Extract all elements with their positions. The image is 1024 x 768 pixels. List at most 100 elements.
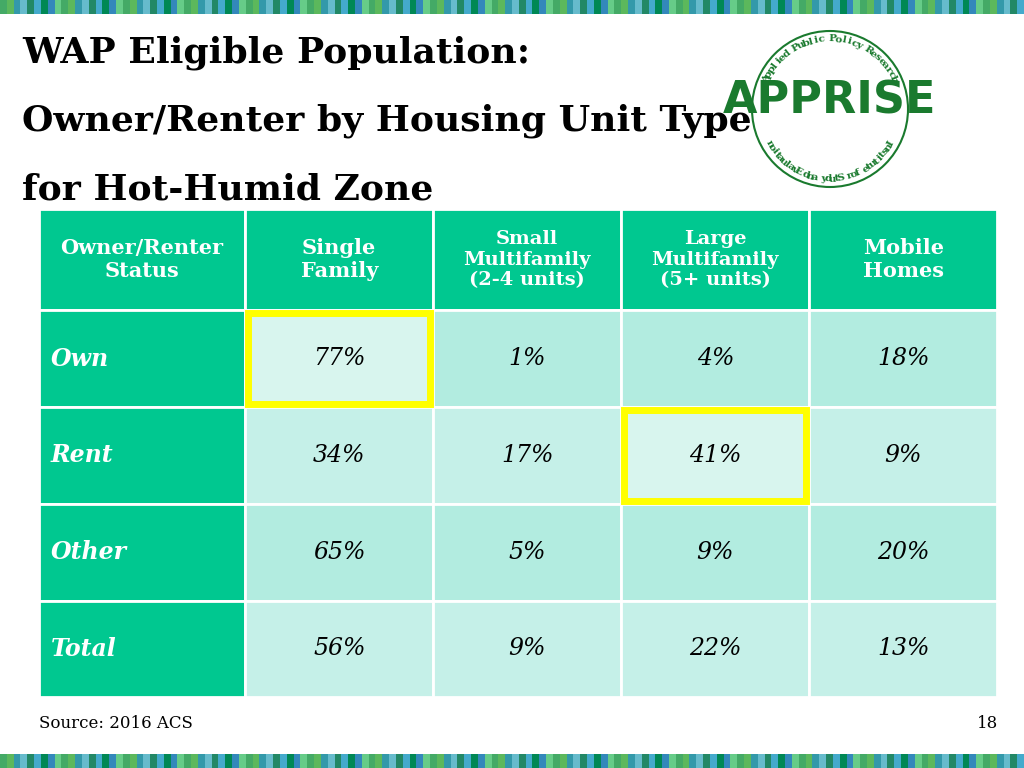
Text: p: p — [763, 69, 775, 80]
Text: n: n — [764, 138, 775, 150]
Text: t: t — [865, 161, 874, 172]
Bar — [622, 310, 809, 407]
Bar — [696, 754, 703, 768]
Bar — [935, 754, 942, 768]
Bar — [245, 209, 433, 310]
Bar — [164, 0, 171, 14]
Bar — [922, 0, 929, 14]
Bar — [437, 754, 443, 768]
Text: u: u — [777, 155, 790, 167]
Bar — [888, 754, 894, 768]
Bar — [177, 754, 184, 768]
Bar — [914, 754, 922, 768]
Bar — [300, 754, 307, 768]
Bar — [976, 754, 983, 768]
Bar — [1017, 754, 1024, 768]
Bar — [703, 0, 710, 14]
Bar — [809, 504, 997, 601]
Bar — [443, 754, 451, 768]
Bar — [642, 0, 648, 14]
Bar — [20, 754, 28, 768]
Bar — [110, 754, 116, 768]
Bar — [724, 0, 730, 14]
Bar — [314, 0, 321, 14]
Bar — [164, 754, 171, 768]
Bar — [505, 754, 512, 768]
Bar — [894, 754, 901, 768]
Bar — [218, 754, 225, 768]
Text: 65%: 65% — [313, 541, 366, 564]
Bar — [676, 0, 683, 14]
Bar — [39, 310, 245, 407]
Bar — [245, 504, 433, 601]
Bar — [280, 0, 287, 14]
Bar — [710, 0, 717, 14]
Bar — [648, 0, 655, 14]
Text: a: a — [810, 172, 819, 182]
Bar — [785, 0, 792, 14]
Bar — [184, 0, 191, 14]
Bar — [259, 0, 266, 14]
Bar — [512, 754, 519, 768]
Bar — [171, 754, 177, 768]
Text: y: y — [820, 174, 826, 184]
Text: E: E — [793, 165, 804, 177]
Bar — [710, 754, 717, 768]
Bar — [860, 0, 867, 14]
Bar — [607, 0, 614, 14]
Bar — [853, 754, 860, 768]
Text: l: l — [808, 37, 814, 47]
Bar — [335, 754, 341, 768]
Bar — [1017, 0, 1024, 14]
Bar — [382, 0, 389, 14]
Bar — [143, 754, 151, 768]
Bar — [955, 754, 963, 768]
Text: n: n — [883, 142, 894, 154]
Bar — [806, 754, 812, 768]
Bar — [484, 754, 492, 768]
Bar — [321, 0, 328, 14]
Bar — [484, 0, 492, 14]
Bar — [809, 601, 997, 697]
Bar — [771, 0, 778, 14]
Bar — [809, 209, 997, 310]
Text: A: A — [761, 74, 772, 85]
Bar — [13, 754, 20, 768]
Bar — [833, 754, 840, 768]
Bar — [955, 0, 963, 14]
Bar — [826, 754, 833, 768]
Bar — [669, 0, 676, 14]
Bar — [785, 754, 792, 768]
Bar — [61, 0, 69, 14]
Bar — [867, 0, 873, 14]
Bar — [75, 754, 82, 768]
Bar — [717, 754, 724, 768]
Text: u: u — [796, 40, 806, 51]
Text: 22%: 22% — [689, 637, 741, 660]
Text: 4%: 4% — [696, 347, 734, 370]
Bar — [7, 0, 13, 14]
Bar — [171, 0, 177, 14]
Bar — [492, 754, 499, 768]
Bar — [983, 754, 990, 768]
Bar — [942, 0, 949, 14]
Bar — [307, 754, 314, 768]
Bar — [382, 754, 389, 768]
Text: Own: Own — [51, 346, 109, 371]
Bar — [458, 0, 464, 14]
Bar — [737, 754, 744, 768]
Bar — [594, 754, 601, 768]
Text: 9%: 9% — [696, 541, 734, 564]
Text: c: c — [886, 70, 896, 79]
Bar — [458, 754, 464, 768]
Bar — [245, 601, 433, 697]
Text: 18: 18 — [977, 714, 998, 731]
Bar — [840, 754, 847, 768]
Bar — [95, 754, 102, 768]
Bar — [212, 0, 218, 14]
Bar — [744, 0, 751, 14]
Bar — [396, 754, 402, 768]
Bar — [0, 754, 7, 768]
Text: 17%: 17% — [501, 444, 554, 467]
Text: Small
Multifamily
(2-4 units): Small Multifamily (2-4 units) — [464, 230, 591, 290]
